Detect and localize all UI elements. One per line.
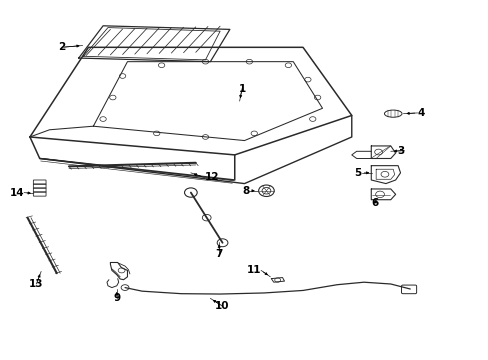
Text: 8: 8	[242, 186, 249, 196]
Text: 12: 12	[204, 172, 219, 183]
Text: 4: 4	[417, 108, 424, 118]
Text: 6: 6	[371, 198, 378, 208]
Text: 5: 5	[353, 168, 361, 178]
Text: 7: 7	[215, 248, 223, 258]
Text: 1: 1	[238, 84, 245, 94]
Text: 14: 14	[9, 188, 24, 198]
Text: 11: 11	[246, 265, 261, 275]
Text: 10: 10	[215, 301, 229, 311]
Text: 2: 2	[58, 42, 65, 52]
Text: 13: 13	[29, 279, 43, 289]
Text: 9: 9	[113, 293, 120, 303]
Text: 3: 3	[396, 145, 404, 156]
